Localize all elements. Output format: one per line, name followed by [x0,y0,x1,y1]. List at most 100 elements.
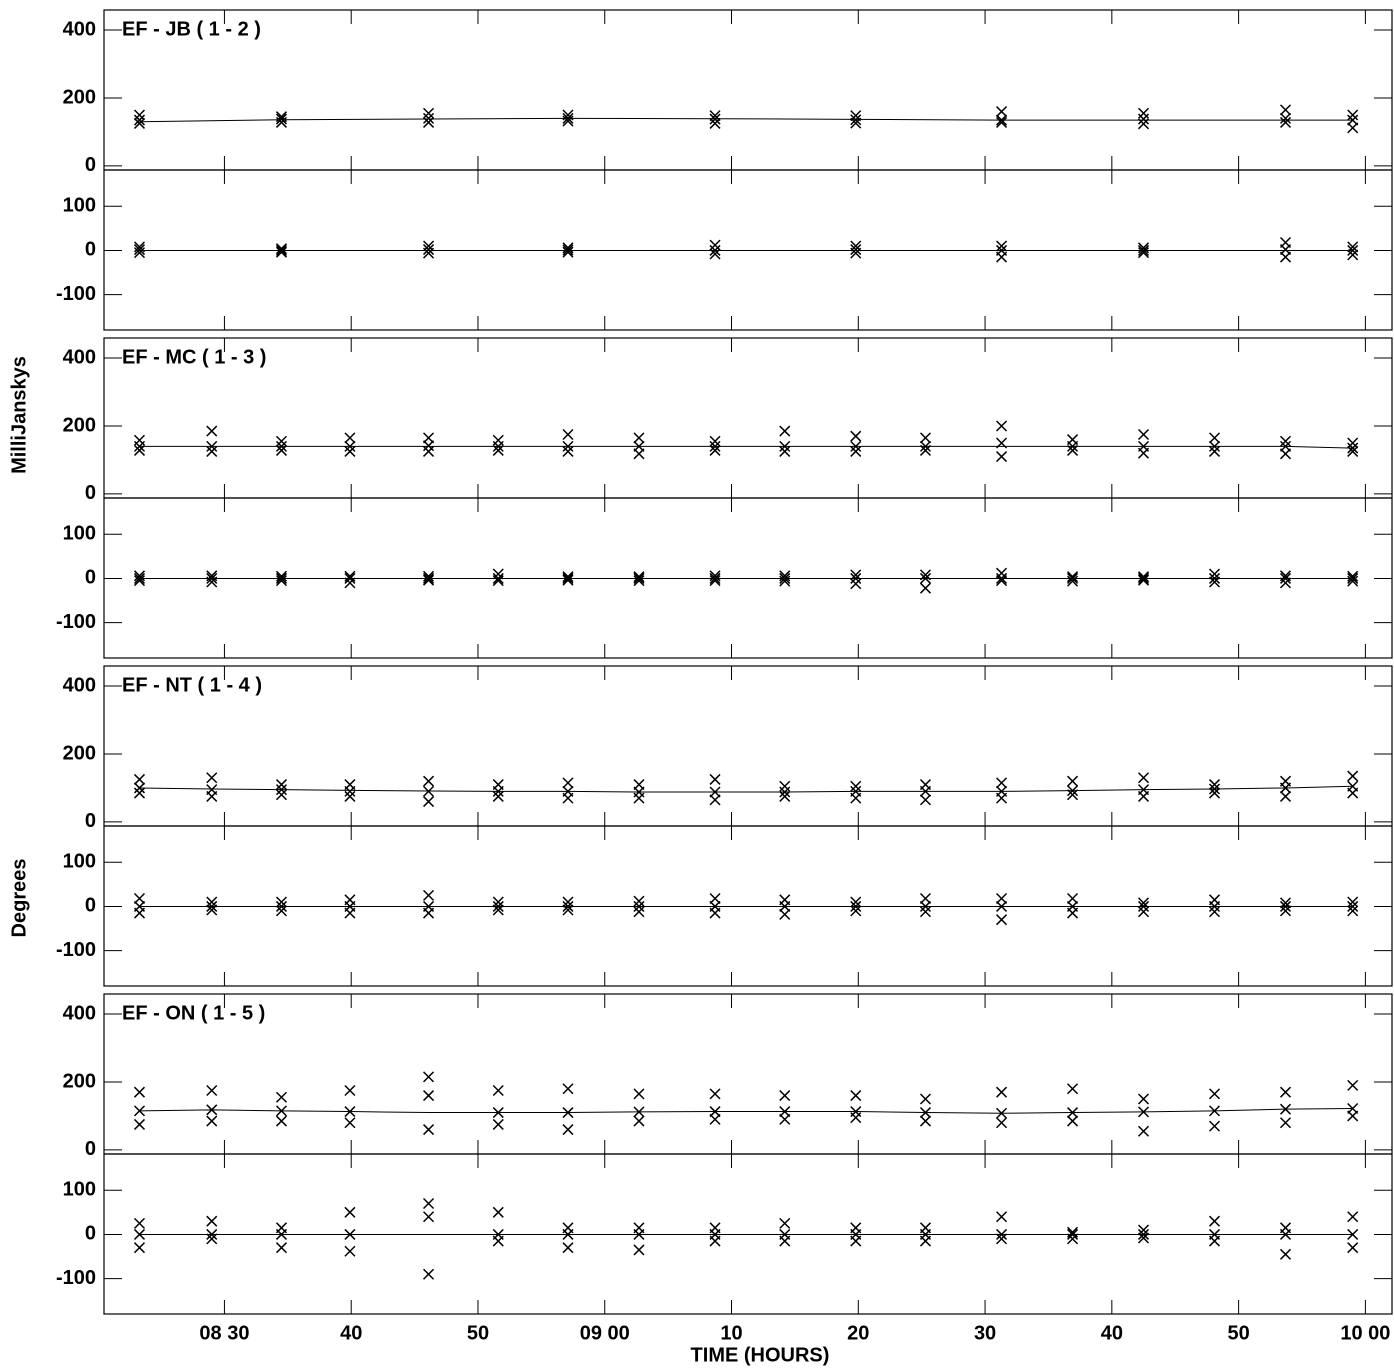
data-point [633,575,645,587]
y-tick-label: 200 [63,1070,96,1092]
y-tick-label: -100 [56,1267,96,1289]
data-point [850,1228,862,1240]
data-point [779,1217,791,1229]
data-point [275,244,288,256]
y-tick-label: 200 [63,742,96,764]
data-point [1347,1242,1359,1254]
model-line [139,785,1353,793]
data-point [633,786,645,798]
data-point [1137,772,1150,784]
data-point [919,794,932,806]
x-tick-label: 50 [467,1322,489,1344]
data-point [850,780,862,792]
y-tick-label: 100 [63,851,96,873]
data-point [1137,1125,1150,1137]
data-point [206,1115,218,1127]
data-point [275,246,288,258]
data-point [344,1228,356,1240]
data-point [423,112,435,124]
data-point [709,794,721,806]
data-point [1347,1228,1359,1240]
data-point [562,1124,574,1136]
y-tick-label: -100 [56,611,96,633]
data-point [1279,572,1292,584]
data-point [850,900,862,912]
data-point [1279,440,1292,452]
data-point [1347,442,1359,454]
data-point [1347,122,1359,134]
data-point [996,244,1008,256]
data-point [1347,770,1359,782]
data-point [919,785,932,797]
data-point [275,784,288,796]
data-point [779,445,791,457]
data-point [423,1090,435,1102]
data-point [1208,787,1221,799]
data-point [344,570,356,582]
amp-axis-label: MilliJanskys [8,356,30,474]
data-point [1137,107,1150,119]
data-point [633,895,645,907]
data-point [275,572,288,584]
data-point [275,1242,288,1254]
data-point [562,785,574,797]
data-point [1208,432,1221,444]
x-tick-label: 08 30 [199,1322,249,1344]
data-point [562,242,574,254]
data-point [1347,114,1359,126]
data-point [1279,1103,1292,1115]
data-point [423,445,435,457]
data-point [633,432,645,444]
y-tick-label: 0 [85,1223,96,1245]
data-point [492,790,504,802]
y-tick-label: 0 [85,567,96,589]
data-point [996,785,1008,797]
data-point [423,775,435,787]
data-point [1067,1115,1079,1127]
y-tick-label: 0 [85,810,96,832]
data-point [133,1228,146,1240]
x-tick-label: 40 [1101,1322,1123,1344]
data-point [275,896,288,908]
data-point [850,110,862,122]
data-point [996,114,1008,126]
data-point [996,1211,1008,1223]
data-point [1137,571,1150,583]
data-point [206,572,218,584]
data-point [1137,113,1150,125]
data-point [1347,575,1359,587]
data-point [133,575,146,587]
data-point [344,445,356,457]
y-tick-label: 400 [63,1002,96,1024]
data-point [423,240,435,252]
data-point [344,1106,356,1118]
data-point [275,1228,288,1240]
data-point [1347,437,1359,449]
data-point [492,1228,504,1240]
data-point [1137,574,1150,586]
data-point [562,244,574,256]
data-point [1137,1106,1150,1118]
data-point [779,1113,791,1125]
data-point [1347,241,1359,253]
data-point [492,1084,504,1097]
data-point [133,787,146,799]
y-tick-label: 0 [85,239,96,261]
panel-frame [103,993,1393,1155]
data-point [1279,435,1292,447]
data-point [1347,249,1359,261]
data-point [1279,1248,1292,1260]
data-point [850,1090,862,1102]
data-point [206,1215,218,1227]
x-tick-label: 09 00 [580,1322,630,1344]
data-point [1137,900,1150,912]
data-point [996,1228,1008,1240]
data-point [492,440,504,452]
data-point [709,1113,721,1125]
data-point [275,444,288,456]
data-point [275,575,288,587]
data-point [996,777,1008,789]
data-point [919,906,932,918]
data-point [344,790,356,802]
data-point [133,444,146,456]
